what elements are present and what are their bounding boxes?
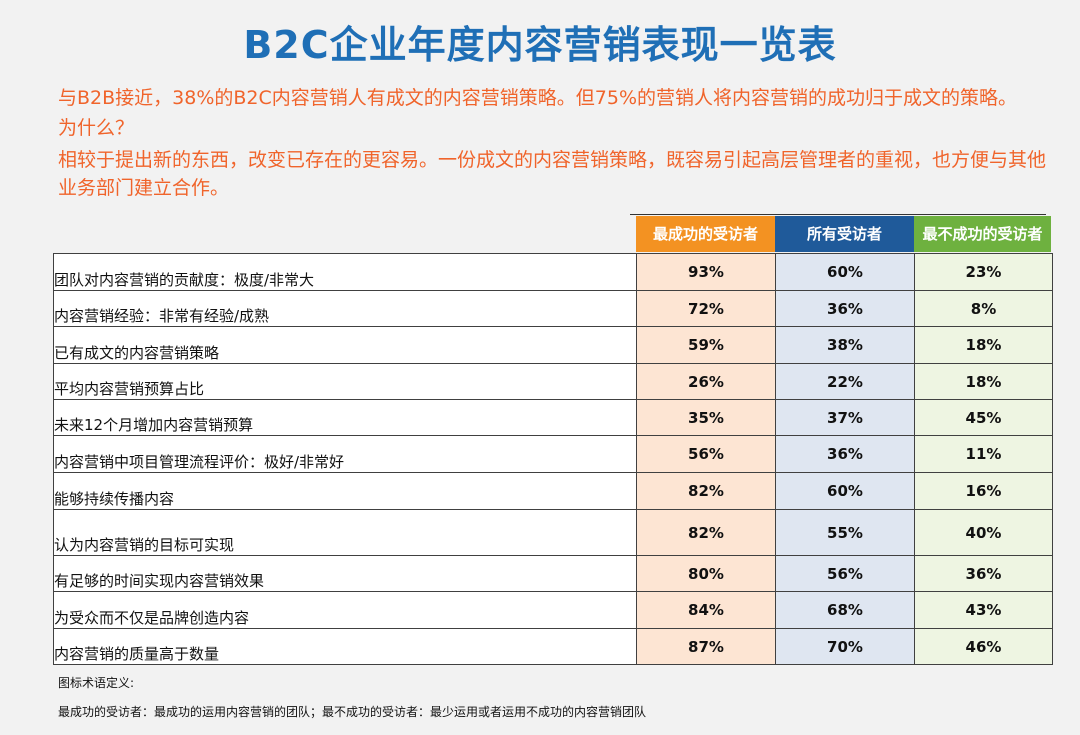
table-row: 内容营销经验：非常有经验/成熟 72% 36% 8% (53, 290, 1053, 327)
row-label: 团队对内容营销的贡献度：极度/非常大 (53, 253, 637, 291)
table-row: 平均内容营销预算占比 26% 22% 18% (53, 363, 1053, 400)
table-row: 为受众而不仅是品牌创造内容 84% 68% 43% (53, 591, 1053, 629)
value-all-respondents: 38% (775, 326, 915, 364)
value-most-successful: 80% (636, 555, 776, 592)
value-all-respondents: 68% (775, 591, 915, 629)
table-row: 已有成文的内容营销策略 59% 38% 18% (53, 326, 1053, 364)
value-all-respondents: 70% (775, 628, 915, 665)
value-most-successful: 82% (636, 472, 776, 510)
footnote-definition: 最成功的受访者：最成功的运用内容营销的团队；最不成功的受访者：最少运用或者运用不… (58, 705, 647, 719)
value-least-successful: 8% (914, 290, 1053, 327)
table-row: 能够持续传播内容 82% 60% 16% (53, 472, 1053, 510)
value-all-respondents: 22% (775, 363, 915, 400)
table-row: 有足够的时间实现内容营销效果 80% 56% 36% (53, 555, 1053, 592)
value-most-successful: 87% (636, 628, 776, 665)
intro-reason: 相较于提出新的东西，改变已存在的更容易。一份成文的内容营销策略，既容易引起高层管… (58, 149, 1047, 199)
row-label: 有足够的时间实现内容营销效果 (53, 555, 637, 592)
value-least-successful: 11% (914, 435, 1053, 473)
value-most-successful: 59% (636, 326, 776, 364)
value-least-successful: 18% (914, 363, 1053, 400)
row-label: 内容营销经验：非常有经验/成熟 (53, 290, 637, 327)
row-label: 能够持续传播内容 (53, 472, 637, 510)
table-row: 内容营销中项目管理流程评价：极好/非常好 56% 36% 11% (53, 435, 1053, 473)
value-most-successful: 84% (636, 591, 776, 629)
table-row: 内容营销的质量高于数量 87% 70% 46% (53, 628, 1053, 665)
value-all-respondents: 55% (775, 509, 915, 556)
value-least-successful: 43% (914, 591, 1053, 629)
table-row: 认为内容营销的目标可实现 82% 55% 40% (53, 509, 1053, 556)
header-divider (630, 214, 1046, 215)
value-least-successful: 36% (914, 555, 1053, 592)
intro-text: 与B2B接近，38%的B2C内容营销人有成文的内容营销策略。但75%的营销人将内… (58, 84, 1048, 202)
header-all-respondents: 所有受访者 (775, 216, 914, 252)
value-most-successful: 56% (636, 435, 776, 473)
value-all-respondents: 60% (775, 472, 915, 510)
value-least-successful: 18% (914, 326, 1053, 364)
value-most-successful: 26% (636, 363, 776, 400)
row-label: 内容营销的质量高于数量 (53, 628, 637, 665)
page-title: B2C企业年度内容营销表现一览表 (243, 23, 837, 67)
table-row: 团队对内容营销的贡献度：极度/非常大 93% 60% 23% (53, 253, 1053, 291)
value-most-successful: 93% (636, 253, 776, 291)
header-least-successful: 最不成功的受访者 (914, 216, 1051, 252)
value-least-successful: 40% (914, 509, 1053, 556)
intro-question: 为什么？ (58, 117, 135, 139)
row-label: 为受众而不仅是品牌创造内容 (53, 591, 637, 629)
value-least-successful: 23% (914, 253, 1053, 291)
value-all-respondents: 37% (775, 399, 915, 436)
data-table: 团队对内容营销的贡献度：极度/非常大 93% 60% 23% 内容营销经验：非常有经验/… (53, 253, 1053, 665)
intro-line: 与B2B接近，38%的B2C内容营销人有成文的内容营销策略。但75%的营销人将内… (58, 87, 1018, 109)
table-row: 未来12个月增加内容营销预算 35% 37% 45% (53, 399, 1053, 436)
row-label: 平均内容营销预算占比 (53, 363, 637, 400)
value-least-successful: 45% (914, 399, 1053, 436)
value-all-respondents: 56% (775, 555, 915, 592)
value-all-respondents: 60% (775, 253, 915, 291)
value-most-successful: 35% (636, 399, 776, 436)
value-most-successful: 72% (636, 290, 776, 327)
row-label: 已有成文的内容营销策略 (53, 326, 637, 364)
row-label: 内容营销中项目管理流程评价：极好/非常好 (53, 435, 637, 473)
value-least-successful: 46% (914, 628, 1053, 665)
value-most-successful: 82% (636, 509, 776, 556)
value-all-respondents: 36% (775, 290, 915, 327)
row-label: 未来12个月增加内容营销预算 (53, 399, 637, 436)
value-least-successful: 16% (914, 472, 1053, 510)
footnote-heading: 图标术语定义: (58, 676, 135, 690)
value-all-respondents: 36% (775, 435, 915, 473)
header-most-successful: 最成功的受访者 (636, 216, 775, 252)
row-label: 认为内容营销的目标可实现 (53, 509, 637, 556)
